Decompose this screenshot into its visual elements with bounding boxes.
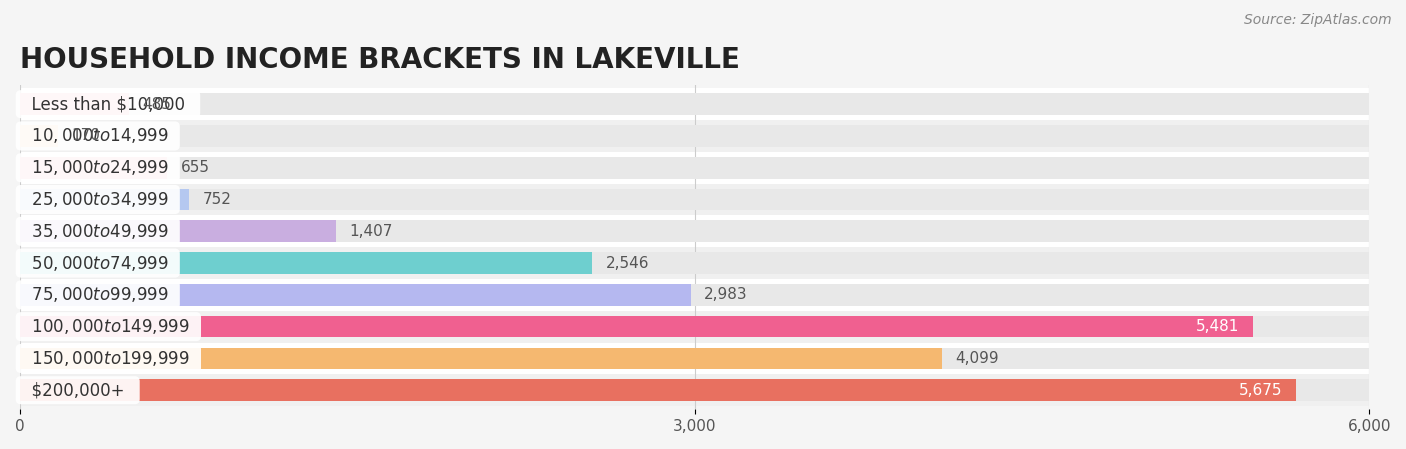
Text: 1,407: 1,407 bbox=[350, 224, 394, 239]
Bar bbox=[20, 125, 1369, 147]
Bar bbox=[20, 88, 1369, 120]
Text: Source: ZipAtlas.com: Source: ZipAtlas.com bbox=[1244, 13, 1392, 27]
Bar bbox=[20, 316, 1369, 338]
Bar bbox=[20, 152, 1369, 184]
Bar bbox=[20, 279, 1369, 311]
Bar bbox=[20, 348, 1369, 369]
Text: $50,000 to $74,999: $50,000 to $74,999 bbox=[21, 254, 174, 273]
Bar bbox=[20, 189, 188, 210]
Bar bbox=[20, 379, 1296, 401]
Text: $10,000 to $14,999: $10,000 to $14,999 bbox=[21, 127, 174, 145]
Bar bbox=[20, 316, 1253, 338]
Text: $200,000+: $200,000+ bbox=[21, 381, 135, 399]
Text: Less than $10,000: Less than $10,000 bbox=[21, 95, 195, 113]
Text: 5,675: 5,675 bbox=[1239, 383, 1282, 398]
Bar bbox=[20, 348, 942, 369]
Text: HOUSEHOLD INCOME BRACKETS IN LAKEVILLE: HOUSEHOLD INCOME BRACKETS IN LAKEVILLE bbox=[20, 46, 740, 75]
Text: $35,000 to $49,999: $35,000 to $49,999 bbox=[21, 222, 174, 241]
Text: $75,000 to $99,999: $75,000 to $99,999 bbox=[21, 286, 174, 304]
Text: 752: 752 bbox=[202, 192, 232, 207]
Text: 5,481: 5,481 bbox=[1195, 319, 1239, 334]
Bar bbox=[20, 157, 1369, 179]
Bar bbox=[20, 157, 167, 179]
Bar bbox=[20, 311, 1369, 343]
Text: $15,000 to $24,999: $15,000 to $24,999 bbox=[21, 158, 174, 177]
Text: 4,099: 4,099 bbox=[955, 351, 998, 366]
Bar bbox=[20, 252, 592, 274]
Bar bbox=[20, 284, 1369, 306]
Bar bbox=[20, 93, 1369, 115]
Bar bbox=[20, 252, 1369, 274]
Bar bbox=[20, 93, 129, 115]
Bar bbox=[20, 120, 1369, 152]
Text: $100,000 to $149,999: $100,000 to $149,999 bbox=[21, 317, 195, 336]
Bar bbox=[20, 216, 1369, 247]
Bar bbox=[20, 184, 1369, 216]
Text: $150,000 to $199,999: $150,000 to $199,999 bbox=[21, 349, 195, 368]
Bar bbox=[20, 379, 1369, 401]
Text: 2,983: 2,983 bbox=[704, 287, 748, 302]
Text: 655: 655 bbox=[180, 160, 209, 175]
Bar bbox=[20, 220, 336, 242]
Text: $25,000 to $34,999: $25,000 to $34,999 bbox=[21, 190, 174, 209]
Bar bbox=[20, 189, 1369, 210]
Bar bbox=[20, 343, 1369, 374]
Bar bbox=[20, 374, 1369, 406]
Text: 485: 485 bbox=[142, 97, 172, 112]
Text: 2,546: 2,546 bbox=[606, 255, 650, 271]
Bar bbox=[20, 284, 690, 306]
Bar bbox=[20, 220, 1369, 242]
Text: 170: 170 bbox=[72, 128, 100, 143]
Bar bbox=[20, 247, 1369, 279]
Bar bbox=[20, 125, 58, 147]
